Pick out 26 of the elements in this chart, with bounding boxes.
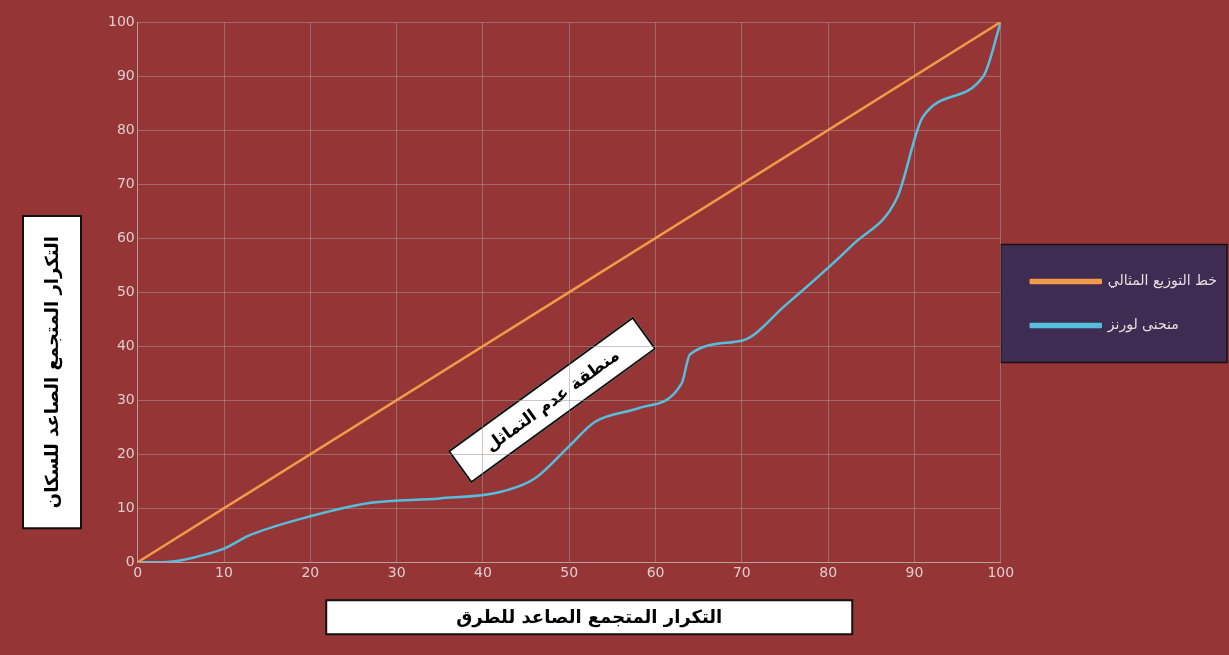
y-tick-label: 20 xyxy=(116,444,135,461)
x-tick-label: 50 xyxy=(560,564,579,581)
y-tick-label: 10 xyxy=(116,498,135,515)
y-tick-label: 40 xyxy=(116,336,135,353)
y-tick-label: 50 xyxy=(116,282,135,299)
x-axis-title: التكرار المتجمع الصاعد للطرق xyxy=(456,605,723,628)
x-tick-label: 100 xyxy=(987,564,1015,581)
y-tick-label: 0 xyxy=(125,552,135,569)
x-tick-label: 70 xyxy=(732,564,751,581)
y-tick-label: 80 xyxy=(116,120,135,137)
legend-label: خط التوزيع المثالي xyxy=(1107,272,1218,290)
x-tick-label: 80 xyxy=(819,564,838,581)
y-tick-label: 70 xyxy=(116,174,135,191)
y-axis-title: التكرار المتجمع الصاعد للسكان xyxy=(40,236,63,509)
x-tick-label: 60 xyxy=(646,564,665,581)
y-tick-label: 90 xyxy=(116,66,135,83)
x-tick-label: 40 xyxy=(474,564,492,581)
legend-label: منحنى لورنز xyxy=(1106,316,1179,334)
x-tick-label: 10 xyxy=(215,564,233,581)
y-tick-label: 60 xyxy=(116,228,135,245)
x-tick-label: 30 xyxy=(387,564,406,581)
x-tick-label: 90 xyxy=(905,564,924,581)
annotation: منطقة عدم التماثل xyxy=(481,344,623,456)
x-tick-label: 20 xyxy=(301,564,320,581)
y-tick-label: 30 xyxy=(116,390,135,407)
y-tick-label: 100 xyxy=(107,12,135,29)
